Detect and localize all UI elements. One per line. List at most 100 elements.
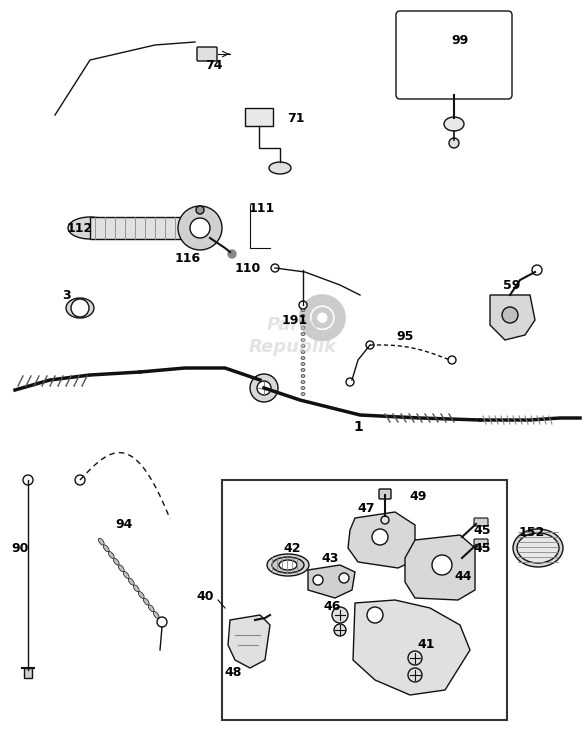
Ellipse shape (269, 162, 291, 174)
Circle shape (178, 206, 222, 250)
Ellipse shape (154, 612, 159, 619)
Text: 94: 94 (115, 517, 132, 531)
Text: 1: 1 (353, 420, 363, 434)
Ellipse shape (513, 529, 563, 567)
Circle shape (449, 138, 459, 148)
Text: Parts: Parts (267, 316, 319, 334)
Circle shape (71, 299, 89, 317)
Ellipse shape (267, 554, 309, 576)
Text: 110: 110 (235, 262, 261, 274)
Text: 45: 45 (473, 523, 490, 537)
Text: 74: 74 (205, 58, 223, 72)
Ellipse shape (301, 333, 305, 336)
FancyBboxPatch shape (379, 489, 391, 499)
Circle shape (23, 475, 33, 485)
Text: 111: 111 (249, 202, 275, 214)
Circle shape (299, 301, 307, 309)
Text: 71: 71 (287, 112, 305, 124)
Bar (24, 668, 32, 678)
Bar (222, 480, 507, 720)
Text: 99: 99 (451, 33, 469, 47)
Ellipse shape (98, 538, 104, 545)
Circle shape (367, 607, 383, 623)
Circle shape (339, 573, 349, 583)
Circle shape (75, 475, 85, 485)
Polygon shape (405, 535, 475, 600)
Text: 43: 43 (321, 551, 339, 565)
Text: Republik: Republik (249, 338, 337, 356)
Ellipse shape (444, 117, 464, 131)
Ellipse shape (272, 557, 304, 573)
Text: 44: 44 (454, 570, 472, 582)
Circle shape (190, 218, 210, 238)
FancyBboxPatch shape (197, 47, 217, 61)
Circle shape (372, 529, 388, 545)
Circle shape (271, 264, 279, 272)
Ellipse shape (301, 315, 305, 318)
Text: 42: 42 (283, 542, 301, 554)
FancyBboxPatch shape (474, 518, 488, 526)
Circle shape (366, 341, 374, 349)
Text: 40: 40 (196, 590, 214, 604)
Ellipse shape (144, 599, 149, 605)
FancyBboxPatch shape (474, 539, 488, 547)
Ellipse shape (138, 592, 144, 599)
Text: 90: 90 (11, 542, 29, 554)
Ellipse shape (68, 217, 112, 239)
Circle shape (313, 575, 323, 585)
Circle shape (408, 651, 422, 665)
Polygon shape (353, 600, 470, 695)
Ellipse shape (301, 386, 305, 389)
Polygon shape (308, 565, 355, 598)
Circle shape (532, 265, 542, 275)
Polygon shape (228, 615, 270, 668)
Circle shape (228, 250, 236, 258)
Text: 49: 49 (409, 489, 427, 503)
Circle shape (346, 378, 354, 386)
Circle shape (332, 607, 348, 623)
Circle shape (408, 668, 422, 682)
Circle shape (157, 617, 167, 627)
Ellipse shape (301, 392, 305, 395)
Polygon shape (348, 512, 415, 568)
Ellipse shape (118, 565, 124, 572)
Ellipse shape (66, 298, 94, 318)
Ellipse shape (301, 375, 305, 378)
Ellipse shape (301, 356, 305, 359)
Ellipse shape (517, 533, 559, 563)
Polygon shape (490, 295, 535, 340)
Ellipse shape (301, 363, 305, 366)
Text: 45: 45 (473, 542, 490, 554)
FancyBboxPatch shape (396, 11, 512, 99)
Text: 3: 3 (62, 288, 70, 302)
Text: 116: 116 (175, 251, 201, 265)
Ellipse shape (301, 321, 305, 324)
Ellipse shape (301, 308, 305, 312)
Ellipse shape (301, 350, 305, 353)
Ellipse shape (301, 369, 305, 372)
Ellipse shape (279, 560, 297, 570)
Ellipse shape (113, 558, 119, 565)
Circle shape (381, 516, 389, 524)
Text: 46: 46 (323, 601, 340, 613)
Ellipse shape (301, 344, 305, 347)
Circle shape (257, 381, 271, 395)
Ellipse shape (301, 327, 305, 330)
Ellipse shape (301, 338, 305, 341)
Circle shape (448, 356, 456, 364)
Ellipse shape (103, 545, 109, 552)
Text: 59: 59 (503, 279, 521, 291)
Ellipse shape (124, 571, 129, 579)
Text: 152: 152 (519, 525, 545, 539)
Text: 191: 191 (282, 313, 308, 327)
Ellipse shape (134, 585, 139, 592)
Text: 95: 95 (396, 330, 414, 342)
Ellipse shape (301, 381, 305, 384)
Bar (90, 217, 185, 239)
Text: 41: 41 (417, 638, 435, 652)
Circle shape (334, 624, 346, 636)
Circle shape (502, 307, 518, 323)
Ellipse shape (128, 578, 134, 585)
Circle shape (250, 374, 278, 402)
Text: 47: 47 (357, 502, 375, 514)
